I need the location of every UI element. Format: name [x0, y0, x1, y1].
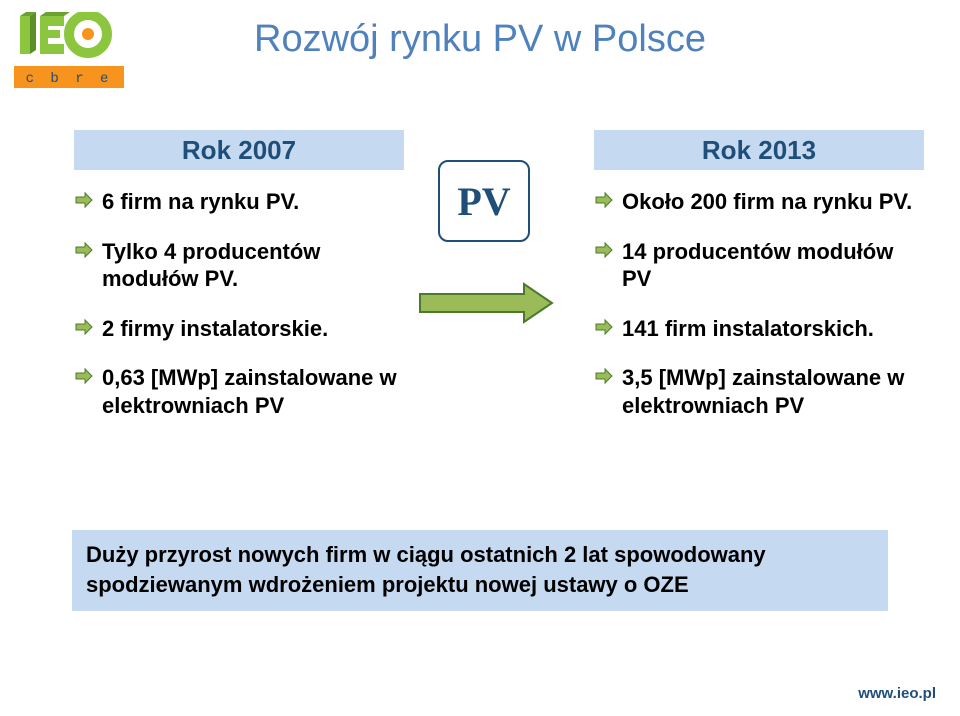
column-2007: Rok 2007 6 firm na rynku PV. Tylko 4 pro… [74, 130, 404, 441]
bullet-arrow-icon [594, 190, 614, 210]
bullet-list-2007: 6 firm na rynku PV. Tylko 4 producentów … [74, 188, 404, 419]
bullet-arrow-icon [594, 317, 614, 337]
pv-label: PV [457, 178, 510, 225]
bullet-arrow-icon [594, 240, 614, 260]
bullet-text: 2 firmy instalatorskie. [102, 316, 328, 341]
bullet-text: 14 producentów modułów PV [622, 239, 893, 292]
bullet-arrow-icon [74, 366, 94, 386]
bullet-arrow-icon [74, 317, 94, 337]
bullet-text: 0,63 [MWp] zainstalowane w elektrowniach… [102, 365, 397, 418]
list-item: 14 producentów modułów PV [594, 238, 924, 293]
center-arrow-icon [416, 280, 556, 326]
bullet-text: Tylko 4 producentów modułów PV. [102, 239, 320, 292]
bullet-arrow-icon [594, 366, 614, 386]
bullet-arrow-icon [74, 190, 94, 210]
bullet-text: 3,5 [MWp] zainstalowane w elektrowniach … [622, 365, 904, 418]
column-2013: Rok 2013 Około 200 firm na rynku PV. 14 … [594, 130, 924, 441]
list-item: 6 firm na rynku PV. [74, 188, 404, 216]
bullet-list-2013: Około 200 firm na rynku PV. 14 producent… [594, 188, 924, 419]
bullet-text: 141 firm instalatorskich. [622, 316, 874, 341]
summary-highlight: Duży przyrost nowych firm w ciągu ostatn… [72, 530, 888, 611]
list-item: 2 firmy instalatorskie. [74, 315, 404, 343]
bullet-text: Około 200 firm na rynku PV. [622, 189, 912, 214]
footer-url: www.ieo.pl [858, 685, 936, 702]
list-item: 0,63 [MWp] zainstalowane w elektrowniach… [74, 364, 404, 419]
list-item: 141 firm instalatorskich. [594, 315, 924, 343]
list-item: 3,5 [MWp] zainstalowane w elektrowniach … [594, 364, 924, 419]
year-header-2007: Rok 2007 [74, 130, 404, 170]
summary-text: Duży przyrost nowych firm w ciągu ostatn… [86, 542, 766, 597]
page-title: Rozwój rynku PV w Polsce [0, 18, 960, 61]
pv-box: PV [438, 160, 530, 242]
logo-tagline: e c b r e c [14, 71, 124, 87]
bullet-text: 6 firm na rynku PV. [102, 189, 299, 214]
list-item: Tylko 4 producentów modułów PV. [74, 238, 404, 293]
bullet-arrow-icon [74, 240, 94, 260]
year-header-2013: Rok 2013 [594, 130, 924, 170]
list-item: Około 200 firm na rynku PV. [594, 188, 924, 216]
